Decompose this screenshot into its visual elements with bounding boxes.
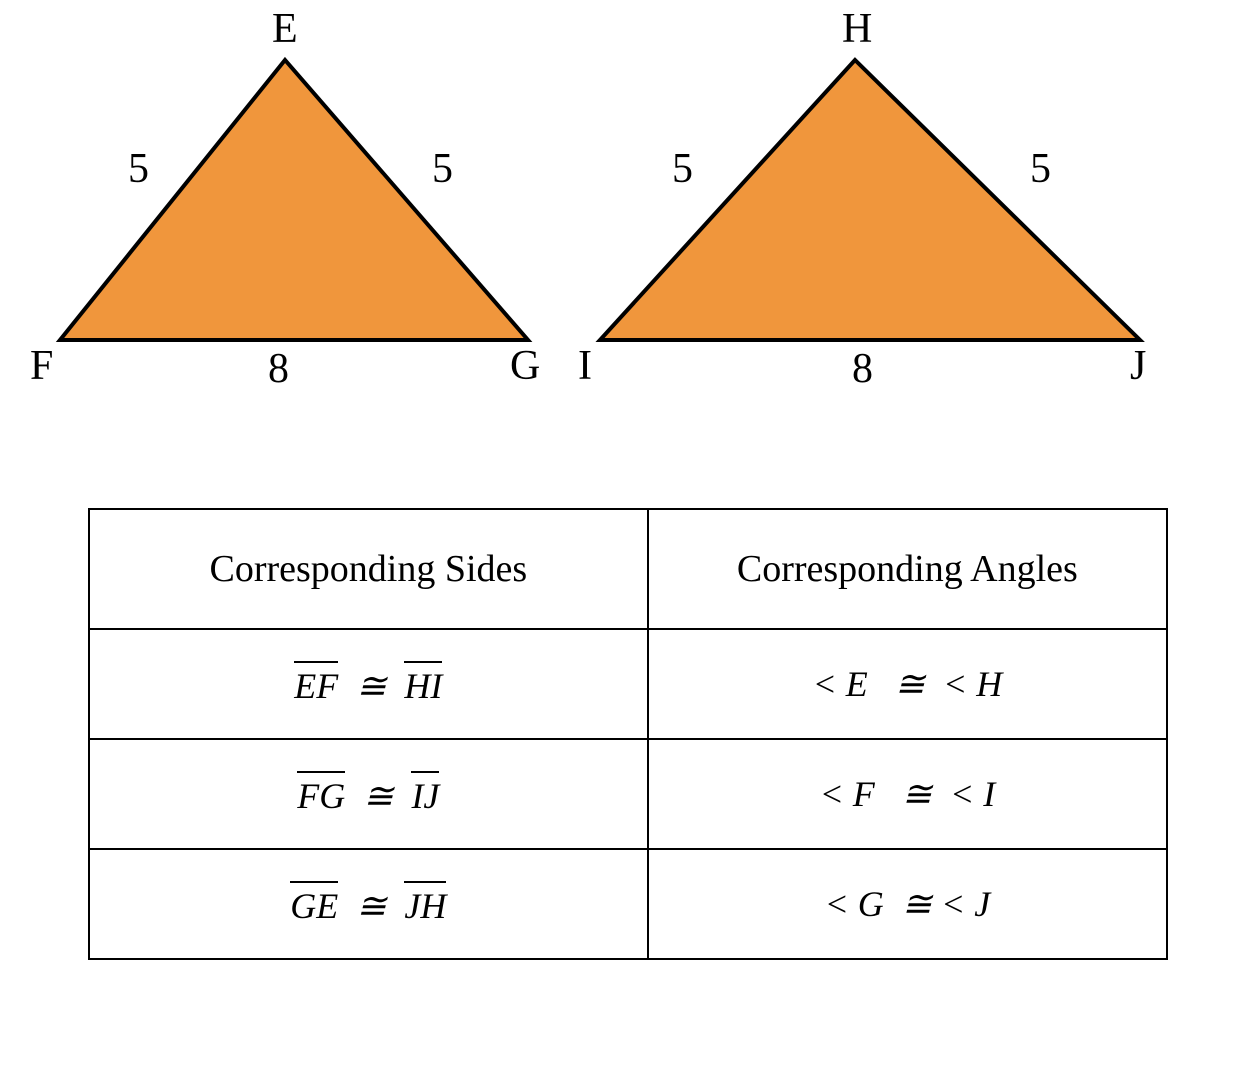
triangle-efg [0,0,1256,440]
cell-sides-1: EF ≅ HI [89,629,648,739]
vertex-label-j: J [1130,345,1146,387]
cell-sides-2: FG ≅ IJ [89,739,648,849]
vertex-label-g: G [510,345,540,387]
side-label-hj: 5 [1030,148,1051,190]
side-label-ij: 8 [852,348,873,390]
vertex-label-e: E [272,8,298,50]
vertex-label-f: F [30,345,53,387]
cell-angles-2: < F ≅ < I [648,739,1167,849]
col-header-angles: Corresponding Angles [648,509,1167,629]
stage: E F G 5 5 8 H I J 5 5 8 Corresponding Si… [0,0,1256,1078]
cell-angles-3: < G ≅ < J [648,849,1167,959]
vertex-label-h: H [842,8,872,50]
table-row: EF ≅ HI < E ≅ < H [89,629,1167,739]
table-row: FG ≅ IJ < F ≅ < I [89,739,1167,849]
side-label-hi: 5 [672,148,693,190]
table-header-row: Corresponding Sides Corresponding Angles [89,509,1167,629]
cell-sides-3: GE ≅ JH [89,849,648,959]
col-header-sides: Corresponding Sides [89,509,648,629]
side-label-ef: 5 [128,148,149,190]
vertex-label-i: I [578,345,592,387]
table-row: GE ≅ JH < G ≅ < J [89,849,1167,959]
side-label-eg: 5 [432,148,453,190]
cell-angles-1: < E ≅ < H [648,629,1167,739]
side-label-fg: 8 [268,348,289,390]
correspondence-table: Corresponding Sides Corresponding Angles… [88,508,1168,960]
